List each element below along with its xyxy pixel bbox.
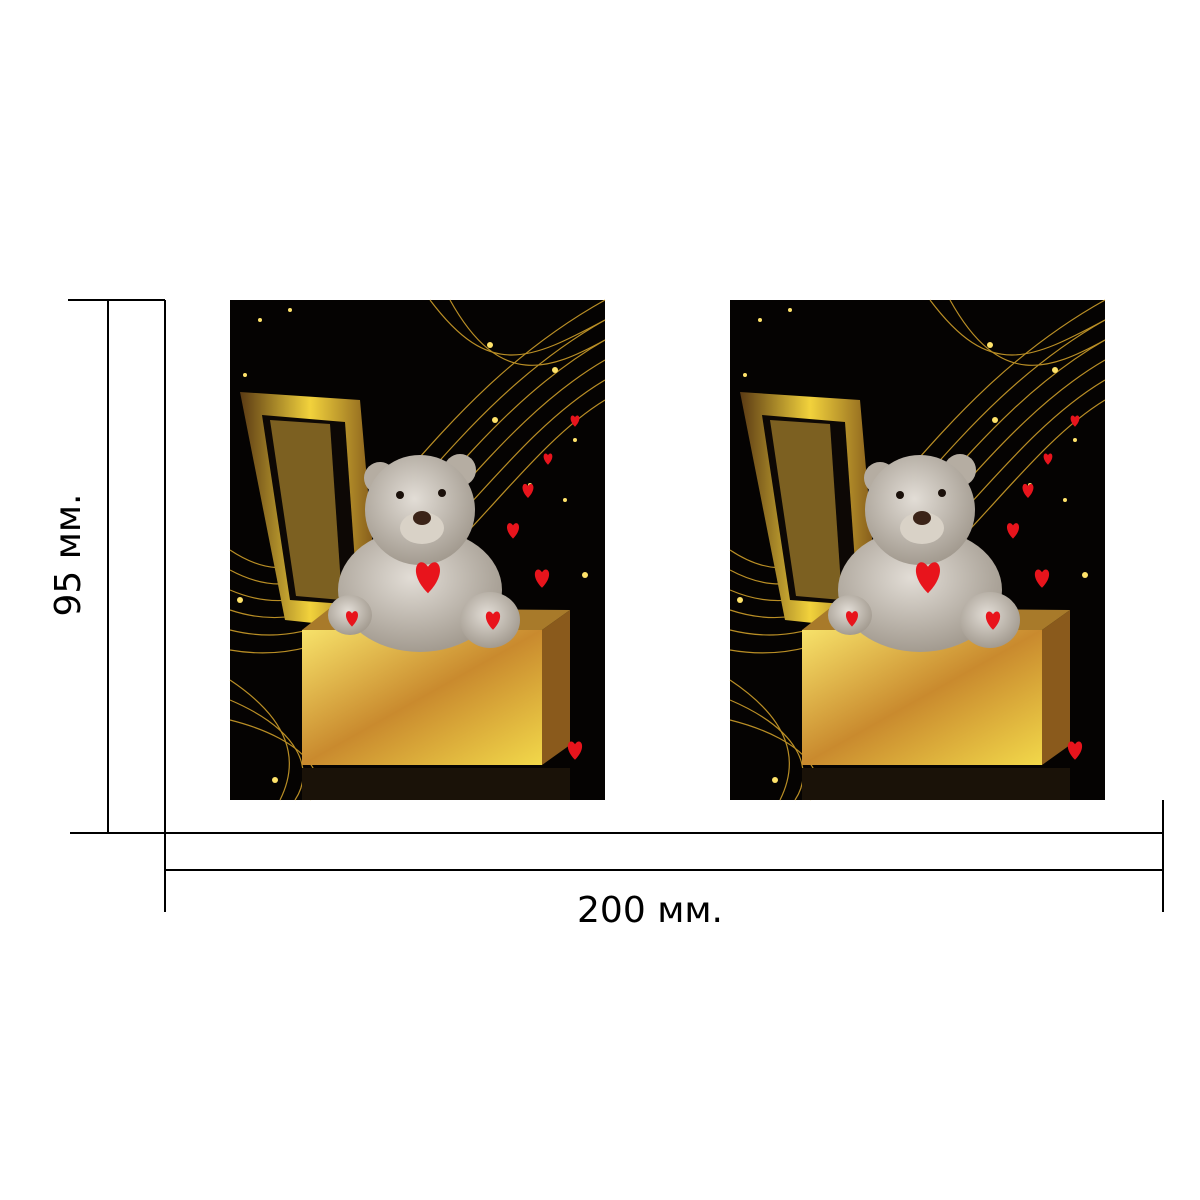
print-image bbox=[230, 300, 605, 800]
height-label: 95 мм. bbox=[48, 493, 89, 616]
print-image bbox=[730, 300, 1105, 800]
height-dimension: 95 мм. bbox=[48, 299, 166, 834]
width-dimension: 200 мм. bbox=[164, 800, 1164, 931]
width-label: 200 мм. bbox=[577, 890, 723, 931]
